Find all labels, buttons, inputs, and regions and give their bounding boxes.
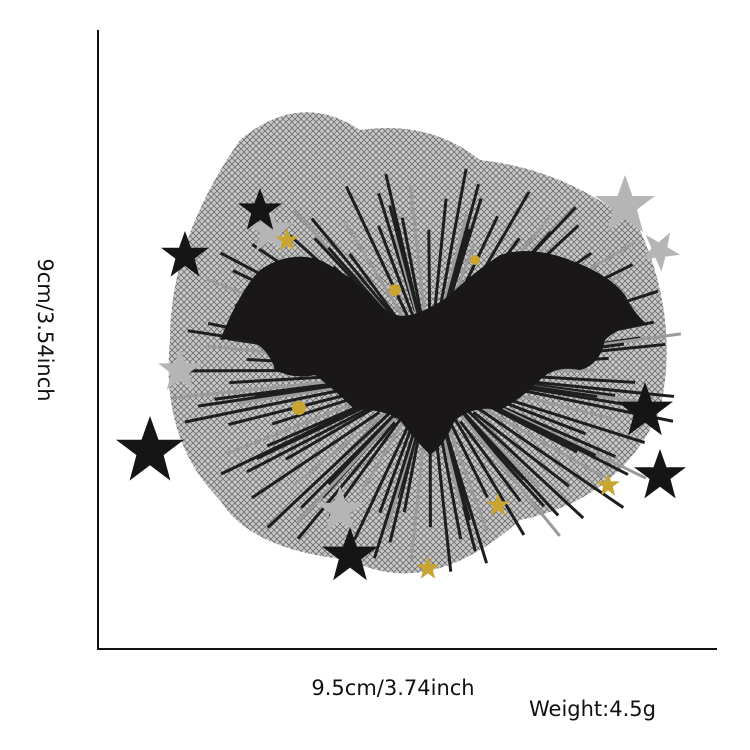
fringe-strand [292, 405, 394, 487]
fringe-strand [459, 410, 525, 481]
fringe-strand [344, 185, 418, 336]
fringe-strand [435, 168, 468, 325]
width-measure-line [97, 648, 717, 650]
fringe-strand [408, 185, 429, 333]
fringe-strand [472, 411, 570, 488]
fringe-strand [466, 399, 625, 509]
fringe-strand [310, 217, 400, 324]
fringe-strand [296, 421, 396, 540]
fringe-strand [433, 425, 453, 572]
fringe-strand [448, 421, 489, 499]
fringe-strand [266, 399, 405, 529]
fringe-strand [440, 428, 463, 508]
fringe-strand [353, 419, 413, 541]
fringe-strand [433, 198, 448, 310]
fringe-strand [251, 411, 381, 500]
fringe-strand [296, 416, 396, 524]
fringe-strand [458, 401, 585, 520]
fringe-strand [455, 409, 561, 537]
width-label: 9.5cm/3.74inch [311, 676, 475, 700]
glitter-bat-icon [220, 251, 648, 455]
fringe-strand [466, 421, 546, 508]
fringe-strand [384, 173, 424, 330]
fringe-strand [255, 398, 380, 460]
height-label: 9cm/3.54inch [33, 258, 57, 402]
fringe-strand [377, 225, 418, 324]
fringe-strand [300, 412, 396, 509]
fringe-strand [342, 220, 408, 324]
fringe-strand [490, 392, 646, 444]
fringe-strand [373, 424, 418, 559]
fringe-strand [448, 408, 526, 536]
fringe-strand [246, 402, 378, 474]
fringe-strand [482, 406, 605, 479]
height-measure-line [97, 30, 99, 650]
fringe-strand [459, 420, 522, 503]
gold-star-icons [275, 228, 620, 579]
fringe-strand [400, 217, 424, 318]
weight-label: Weight:4.5g [529, 697, 656, 721]
fringe-strand [427, 229, 432, 321]
fringe-strand [438, 416, 477, 552]
fringe-strand [439, 214, 469, 314]
bat-hair-clip-image [116, 112, 688, 581]
